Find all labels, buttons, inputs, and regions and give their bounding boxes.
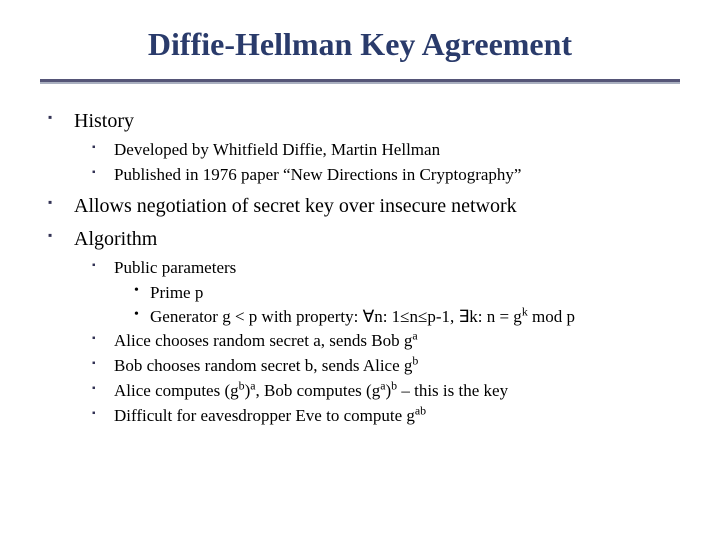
bullet-prime-p: Prime p <box>132 282 680 304</box>
slide: Diffie-Hellman Key Agreement History Dev… <box>0 0 720 540</box>
bullet-bob-send: Bob chooses random secret b, sends Alice… <box>90 355 680 378</box>
bullet-allows: Allows negotiation of secret key over in… <box>46 193 680 220</box>
bullet-list-level3: Prime p Generator g < p with property: ∀… <box>132 282 680 328</box>
bullet-label: Algorithm <box>74 228 157 250</box>
slide-title: Diffie-Hellman Key Agreement <box>40 26 680 63</box>
bullet-compute-key: Alice computes (gb)a, Bob computes (ga)b… <box>90 380 680 403</box>
bullet-generator: Generator g < p with property: ∀n: 1≤n≤p… <box>132 306 680 328</box>
bullet-public-params: Public parameters Prime p Generator g < … <box>90 257 680 328</box>
bullet-history: History Developed by Whitfield Diffie, M… <box>46 108 680 187</box>
bullet-list-level2: Public parameters Prime p Generator g < … <box>90 257 680 428</box>
bullet-algorithm: Algorithm Public parameters Prime p Gene… <box>46 226 680 428</box>
bullet-label: History <box>74 110 134 132</box>
bullet-eavesdropper: Difficult for eavesdropper Eve to comput… <box>90 405 680 428</box>
bullet-history-published: Published in 1976 paper “New Directions … <box>90 164 680 187</box>
bullet-label: Public parameters <box>114 258 236 277</box>
title-underline <box>40 79 680 84</box>
bullet-alice-send: Alice chooses random secret a, sends Bob… <box>90 330 680 353</box>
bullet-history-developed: Developed by Whitfield Diffie, Martin He… <box>90 139 680 162</box>
bullet-list-level2: Developed by Whitfield Diffie, Martin He… <box>90 139 680 187</box>
bullet-list-level1: History Developed by Whitfield Diffie, M… <box>46 108 680 428</box>
